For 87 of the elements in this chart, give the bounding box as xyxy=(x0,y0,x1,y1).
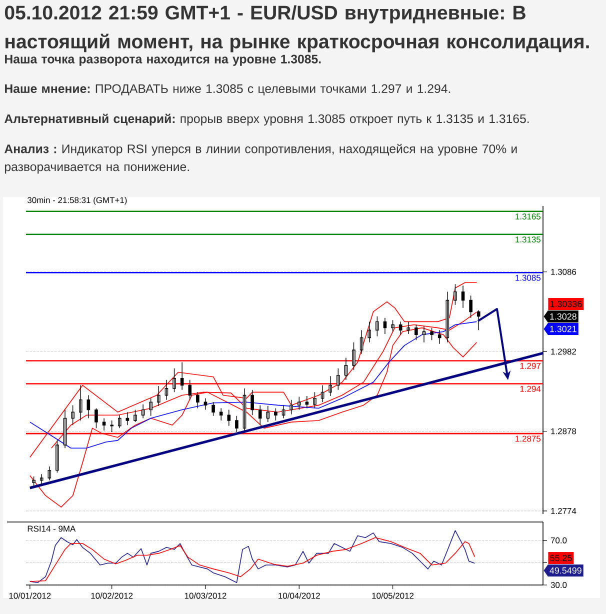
y-tick-label: 30.0 xyxy=(550,582,567,588)
text: 1.30336 xyxy=(550,300,582,308)
ref-line-label: 1.2875 xyxy=(516,436,540,442)
candlestick xyxy=(71,404,74,426)
candlestick xyxy=(461,285,465,308)
candlestick xyxy=(476,310,480,330)
candlestick xyxy=(438,330,442,344)
candlestick xyxy=(360,330,364,354)
ref-line-label: 1.294 xyxy=(520,386,541,392)
candlestick xyxy=(258,404,262,426)
candlestick xyxy=(313,392,316,409)
candlestick xyxy=(78,384,82,421)
candlestick xyxy=(219,408,223,421)
candlestick xyxy=(40,474,44,486)
y-tick-label: 1.2774 xyxy=(551,508,576,514)
candlestick xyxy=(305,396,309,409)
chart-title: 30min - 21:58:31 (GMT+1) xyxy=(28,196,127,205)
x-tick-label: 10/01/2012 xyxy=(9,592,51,599)
text: Наша точка разворота находится на уровне 1.3085. xyxy=(5,54,321,66)
candlestick xyxy=(398,321,402,336)
candlestick xyxy=(172,368,176,393)
candlestick xyxy=(94,408,98,429)
candlestick xyxy=(328,376,332,396)
candlestick xyxy=(118,414,122,429)
candlestick xyxy=(134,409,137,422)
candlestick xyxy=(188,380,192,400)
candlestick xyxy=(102,418,106,431)
ref-line-label: 1.3085 xyxy=(516,274,540,281)
candlestick xyxy=(368,321,372,343)
y-tick-label: 1.2878 xyxy=(551,428,576,434)
candlestick xyxy=(86,394,90,419)
candlestick xyxy=(266,406,270,422)
candlestick xyxy=(376,316,379,337)
candlestick xyxy=(282,404,286,419)
candlestick xyxy=(204,398,208,410)
candlestick xyxy=(126,412,130,426)
ref-line-label: 1.297 xyxy=(520,362,540,369)
text: 1.3021 xyxy=(550,326,576,332)
text: 49.5499 xyxy=(550,567,582,574)
y-tick-label: 1.3086 xyxy=(551,268,576,275)
candlestick xyxy=(414,324,418,340)
candlestick xyxy=(469,295,472,318)
candlestick xyxy=(250,390,254,416)
x-tick-label: 10/04/2012 xyxy=(278,592,320,599)
line-series xyxy=(30,537,476,582)
text: Наше мнение: ПРОДАВАТЬ ниже 1.3085 с целевыми точками 1.297 и 1.294. xyxy=(5,84,450,96)
x-tick-label: 10/03/2012 xyxy=(184,592,226,599)
ref-line-label: 1.3165 xyxy=(516,214,540,220)
candlestick xyxy=(212,402,215,416)
candlestick xyxy=(344,357,348,380)
text: 1.3028 xyxy=(550,313,576,320)
candlestick xyxy=(63,409,67,448)
chart-title: RSI14 - 9MA xyxy=(28,526,76,532)
candlestick xyxy=(164,380,168,400)
candlestick xyxy=(454,284,457,306)
candlestick xyxy=(290,399,293,415)
candlestick xyxy=(352,342,356,370)
candlestick xyxy=(336,368,340,390)
ref-line-label: 1.3135 xyxy=(516,236,540,242)
candlestick xyxy=(110,420,114,432)
candlestick xyxy=(406,321,410,334)
candlestick xyxy=(274,408,278,421)
candlestick xyxy=(180,362,184,390)
candlestick xyxy=(297,396,301,410)
text: Альтернативный сценарий: прорыв вверх уровня 1.3085 откроет путь к 1.3135 и 1.3165. xyxy=(4,114,529,126)
candlestick xyxy=(157,386,160,406)
candlestick xyxy=(391,320,394,332)
text: 55.25 xyxy=(550,554,572,562)
candlestick xyxy=(149,398,153,416)
candlestick xyxy=(48,466,52,481)
candlestick xyxy=(430,327,434,340)
candlestick xyxy=(320,384,324,402)
candlestick xyxy=(56,440,59,473)
candlestick xyxy=(196,392,200,409)
candlestick xyxy=(422,326,426,343)
x-tick-label: 10/05/2012 xyxy=(372,592,414,599)
y-tick-label: 70.0 xyxy=(550,537,567,544)
candlestick xyxy=(32,476,36,487)
candlestick xyxy=(235,416,238,432)
line-series xyxy=(30,530,476,584)
candlestick xyxy=(141,404,145,419)
candlestick xyxy=(227,409,231,426)
text: Анализ : Индикатор RSI уперся в линии сопротивления, находящейся на уровне 70% и разворачивается на понижение. xyxy=(4,144,517,174)
candlestick xyxy=(383,318,387,334)
text: 05.10.2012 21:59 GMT+1 - EUR/USD внутридневные: В настоящий момент, на рынке краткосрочная консолидация. xyxy=(4,5,589,52)
x-tick-label: 10/02/2012 xyxy=(91,592,133,599)
y-tick-label: 1.2982 xyxy=(551,348,576,355)
